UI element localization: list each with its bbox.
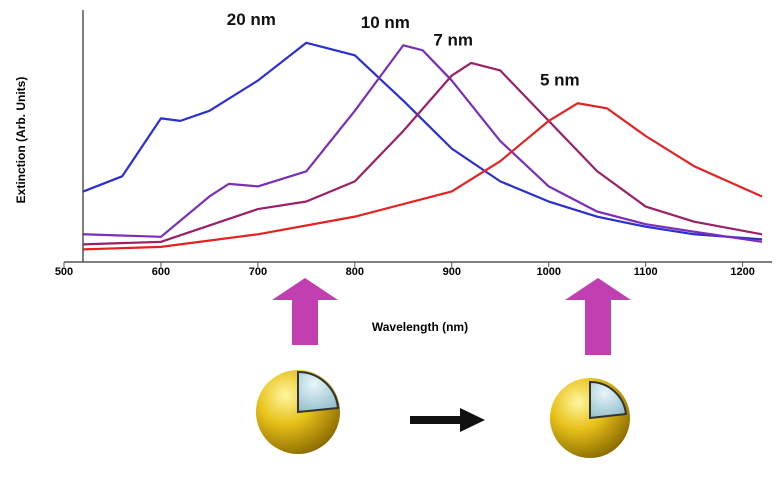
series-label: 20 nm [227, 10, 276, 29]
x-axis-label: Wavelength (nm) [372, 320, 468, 334]
series-label: 10 nm [361, 13, 410, 32]
x-tick-label: 1000 [536, 266, 560, 278]
sphere-large [256, 370, 340, 454]
x-tick-label: 800 [346, 266, 364, 278]
x-tick-label: 500 [55, 266, 73, 278]
line [83, 61, 763, 246]
line [83, 44, 763, 243]
arrow-black [410, 408, 485, 432]
x-tick-label: 1200 [730, 266, 754, 278]
series-label: 7 nm [433, 30, 473, 49]
x-tick-label: 700 [249, 266, 267, 278]
arrow-right [565, 278, 631, 355]
line [82, 41, 763, 241]
sphere-small [550, 378, 630, 458]
x-tick-label: 1100 [634, 266, 658, 278]
line [83, 102, 763, 251]
y-axis-label: Extinction (Arb. Units) [14, 77, 28, 204]
x-tick-label: 900 [443, 266, 461, 278]
arrow-left [272, 278, 338, 345]
x-tick-label: 600 [152, 266, 170, 278]
series-label: 5 nm [540, 71, 580, 90]
